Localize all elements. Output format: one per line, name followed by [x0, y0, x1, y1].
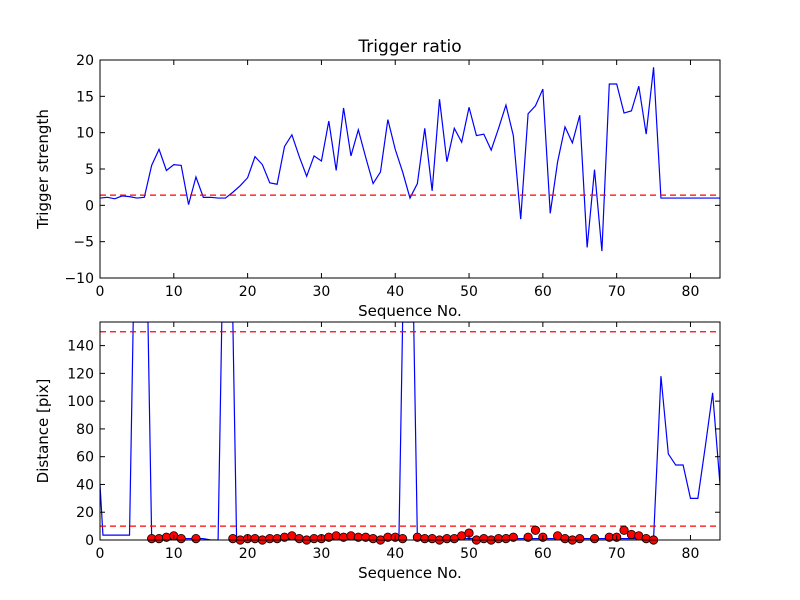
distance-data-point [523, 532, 533, 542]
distance-data-point [368, 534, 378, 544]
distance-data-point [626, 529, 637, 540]
distance-x-tick-label: 0 [96, 546, 105, 562]
trigger-x-tick-label: 0 [96, 284, 105, 300]
trigger-y-tick-label: 20 [76, 53, 94, 69]
trigger-x-tick-label: 10 [165, 284, 183, 300]
distance-data-point [346, 531, 356, 541]
distance-data-point [154, 534, 164, 544]
distance-series-line [100, 322, 720, 540]
distance-data-point [530, 525, 541, 535]
distance-data-point [294, 534, 304, 544]
distance-plot-area [100, 322, 720, 540]
distance-x-tick-label: 70 [608, 546, 626, 562]
distance-data-point [619, 525, 629, 535]
distance-data-point [501, 534, 511, 544]
trigger-axes-frame [99, 59, 721, 279]
trigger-y-tick-label: 0 [85, 198, 94, 214]
trigger-x-tick-label: 70 [608, 284, 626, 300]
trigger-y-axis-label: Trigger strength [34, 109, 52, 230]
distance-data-point [398, 534, 408, 544]
distance-data-point [331, 531, 341, 541]
trigger-x-tick-label: 60 [534, 284, 552, 300]
distance-x-tick-label: 10 [165, 546, 183, 562]
distance-x-axis-label: Sequence No. [358, 564, 462, 582]
distance-y-tick-label: 40 [76, 477, 94, 493]
distance-data-point [589, 534, 600, 544]
trigger-y-tick-label: −5 [73, 235, 94, 251]
distance-data-point [250, 534, 260, 544]
distance-x-tick-label: 60 [534, 546, 552, 562]
trigger-x-axis-label: Sequence No. [358, 302, 462, 320]
distance-y-tick-label: 0 [85, 533, 94, 549]
distance-data-point [479, 534, 489, 544]
distance-y-tick-label: 100 [67, 394, 94, 410]
trigger-x-tick-label: 80 [682, 284, 700, 300]
distance-y-tick-label: 60 [76, 450, 94, 466]
trigger-series-line [100, 67, 720, 252]
distance-data-point [228, 534, 238, 544]
distance-data-point [641, 534, 651, 544]
distance-data-point [427, 534, 437, 544]
distance-data-point [272, 534, 282, 544]
distance-y-tick-label: 20 [76, 505, 94, 521]
trigger-x-tick-label: 50 [460, 284, 478, 300]
distance-data-point [176, 534, 186, 544]
distance-plot: 0 10 20 30 40 50 60 70 80 0 20 40 60 80 100 120 140 Seque… [34, 321, 721, 582]
distance-data-point [508, 532, 518, 542]
trigger-ratio-plot: 0 10 20 30 40 50 60 70 80 −10 −5 0 5 10 15 20 Sequence N… [34, 37, 721, 320]
trigger-x-tick-label: 30 [313, 284, 331, 300]
trigger-plot-area [100, 67, 720, 252]
distance-x-tick-label: 20 [239, 546, 257, 562]
distance-data-point [575, 534, 585, 544]
distance-y-tick-label: 140 [67, 339, 94, 355]
distance-x-tick-label: 80 [682, 546, 700, 562]
trigger-x-tick-label: 40 [386, 284, 404, 300]
trigger-y-tick-label: 5 [85, 162, 94, 178]
trigger-y-tick-label: 10 [76, 126, 94, 142]
distance-x-tick-label: 30 [313, 546, 331, 562]
distance-x-tick-label: 50 [460, 546, 478, 562]
distance-data-point [560, 534, 570, 544]
distance-x-tick-label: 40 [386, 546, 404, 562]
distance-y-axis-label: Distance [pix] [34, 379, 52, 484]
trigger-y-tick-label: 15 [76, 89, 94, 105]
distance-y-tick-label: 80 [76, 422, 94, 438]
trigger-chart-title: Trigger ratio [357, 37, 461, 57]
trigger-x-tick-label: 20 [239, 284, 257, 300]
distance-y-tick-label: 120 [67, 366, 94, 382]
distance-axes-frame [99, 321, 721, 541]
distance-data-point [191, 534, 201, 544]
trigger-y-tick-label: −10 [64, 271, 94, 287]
